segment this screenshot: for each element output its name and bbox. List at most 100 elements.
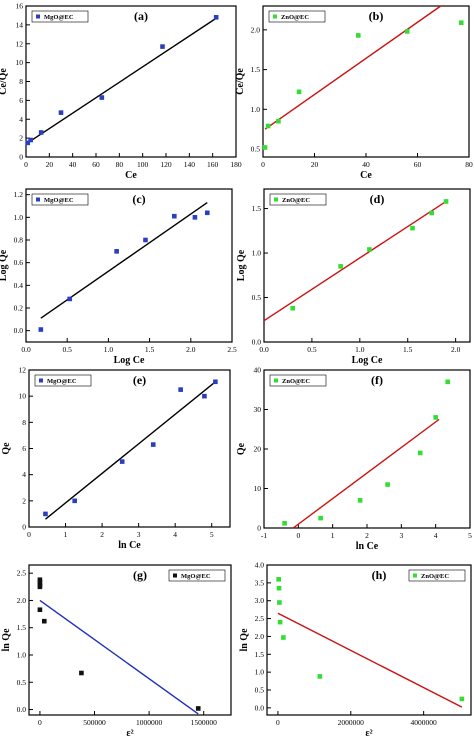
y-tick-label: 4 [19, 115, 23, 124]
data-point [433, 415, 438, 420]
y-tick-label: 1.5 [252, 204, 262, 213]
data-point [79, 670, 84, 676]
y-tick-label: 2.0 [255, 632, 265, 641]
y-tick-label: 0.0 [14, 326, 24, 335]
data-point [38, 130, 44, 135]
x-tick-label: 120 [160, 160, 172, 169]
y-tick-label: 0.6 [14, 258, 24, 267]
panel-label: (f) [371, 373, 383, 387]
x-tick-label: 500000 [83, 718, 106, 727]
data-point [38, 327, 44, 332]
plot-frame [25, 5, 237, 158]
y-tick-label: 1.0 [17, 651, 27, 660]
y-tick-label: 8 [19, 77, 23, 86]
y-tick-label: 0.0 [255, 703, 265, 712]
fit-line [277, 612, 463, 708]
data-point [178, 387, 183, 392]
x-tick-label: 180 [230, 160, 242, 169]
y-axis-label: Ce/Qe [0, 68, 9, 95]
legend-label: ZnO@EC [282, 197, 310, 204]
y-tick-label: 20 [254, 445, 262, 454]
data-point [213, 15, 219, 20]
y-tick-label: 0 [19, 153, 23, 162]
y-tick-label: 16 [16, 2, 24, 11]
plot-frame [266, 564, 472, 716]
x-tick-label: 1500000 [191, 718, 218, 727]
x-tick-label: 160 [207, 160, 219, 169]
y-axis-label: Log Qe [236, 249, 247, 281]
legend-marker [274, 197, 278, 202]
plot-frame [262, 5, 470, 158]
legend-marker [36, 14, 40, 19]
data-point [410, 225, 415, 231]
y-tick-label: 30 [254, 405, 262, 414]
y-tick-label: 1.5 [255, 650, 265, 659]
y-tick-label: 1.0 [255, 668, 265, 677]
legend-box [269, 374, 327, 387]
data-point [213, 379, 218, 385]
data-point [281, 635, 286, 640]
legend-box [34, 374, 92, 387]
legend-box [31, 193, 89, 206]
data-point [37, 580, 43, 585]
x-tick-label: 5 [468, 531, 472, 540]
data-point [338, 264, 343, 269]
x-tick-label: -1 [261, 531, 267, 540]
x-tick-label: 1.0 [355, 345, 365, 354]
y-tick-label: 3.0 [255, 596, 265, 605]
data-point [290, 305, 296, 311]
y-tick-label: 14 [16, 20, 24, 29]
x-tick-label: 1000000 [136, 718, 163, 727]
plot-frame [263, 188, 471, 343]
y-tick-label: 0.5 [251, 145, 261, 154]
fit-line [45, 381, 216, 520]
x-tick-label: 1.5 [145, 345, 155, 354]
data-point [99, 95, 105, 100]
y-tick-label: 0.5 [252, 293, 262, 302]
legend-marker [39, 378, 43, 383]
panel-label: (e) [133, 373, 146, 387]
data-point [114, 249, 119, 254]
y-tick-label: 4.0 [255, 561, 265, 570]
legend-marker [273, 14, 277, 19]
data-point [459, 696, 465, 702]
y-axis-label: ln Qe [239, 628, 250, 652]
fit-line [39, 599, 199, 715]
x-tick-label: 1.5 [403, 345, 413, 354]
panel-label: (g) [133, 568, 147, 582]
data-point [357, 498, 363, 503]
x-tick-label: 3 [137, 530, 141, 539]
x-tick-label: 0.0 [259, 345, 269, 354]
x-tick-label: 0 [24, 160, 28, 169]
y-axis-label: Qe [1, 442, 12, 455]
data-point [58, 110, 64, 115]
legend-label: MgO@EC [44, 197, 74, 204]
x-tick-label: 80 [116, 160, 124, 169]
y-tick-label: 6 [19, 96, 23, 105]
y-tick-label: 2.5 [17, 569, 27, 578]
legend-marker [173, 573, 177, 578]
y-tick-label: 10 [254, 484, 262, 493]
data-point [43, 511, 48, 517]
x-tick-label: 0.5 [307, 345, 317, 354]
x-axis-label: Ce [125, 170, 137, 181]
legend-label: ZnO@EC [421, 573, 449, 580]
data-point [37, 584, 43, 590]
x-tick-label: 0.0 [21, 345, 31, 354]
panel-3: 0.0 0.5 1.0 1.5 2.0 2.5 0.0 0.2 0.4 0.6 0.8 1.0 1.2 L… [0, 188, 237, 366]
data-point [262, 145, 268, 150]
x-tick-label: 140 [184, 160, 196, 169]
y-tick-label: 0.0 [17, 705, 27, 714]
x-tick-label: 80 [465, 160, 473, 169]
data-point [72, 498, 77, 504]
data-point [41, 618, 47, 624]
panel-7: 0 500000 1000000 1500000 0.0 0.5 1.0 1.5 2.0 2.5 ε… [1, 564, 232, 736]
x-tick-label: 60 [414, 160, 422, 169]
data-point [265, 123, 271, 129]
y-tick-label: 6 [22, 444, 26, 453]
fit-line [27, 17, 217, 144]
panel-label: (b) [369, 9, 384, 23]
y-tick-label: 1.2 [14, 190, 24, 199]
legend-label: MgO@EC [181, 573, 211, 580]
